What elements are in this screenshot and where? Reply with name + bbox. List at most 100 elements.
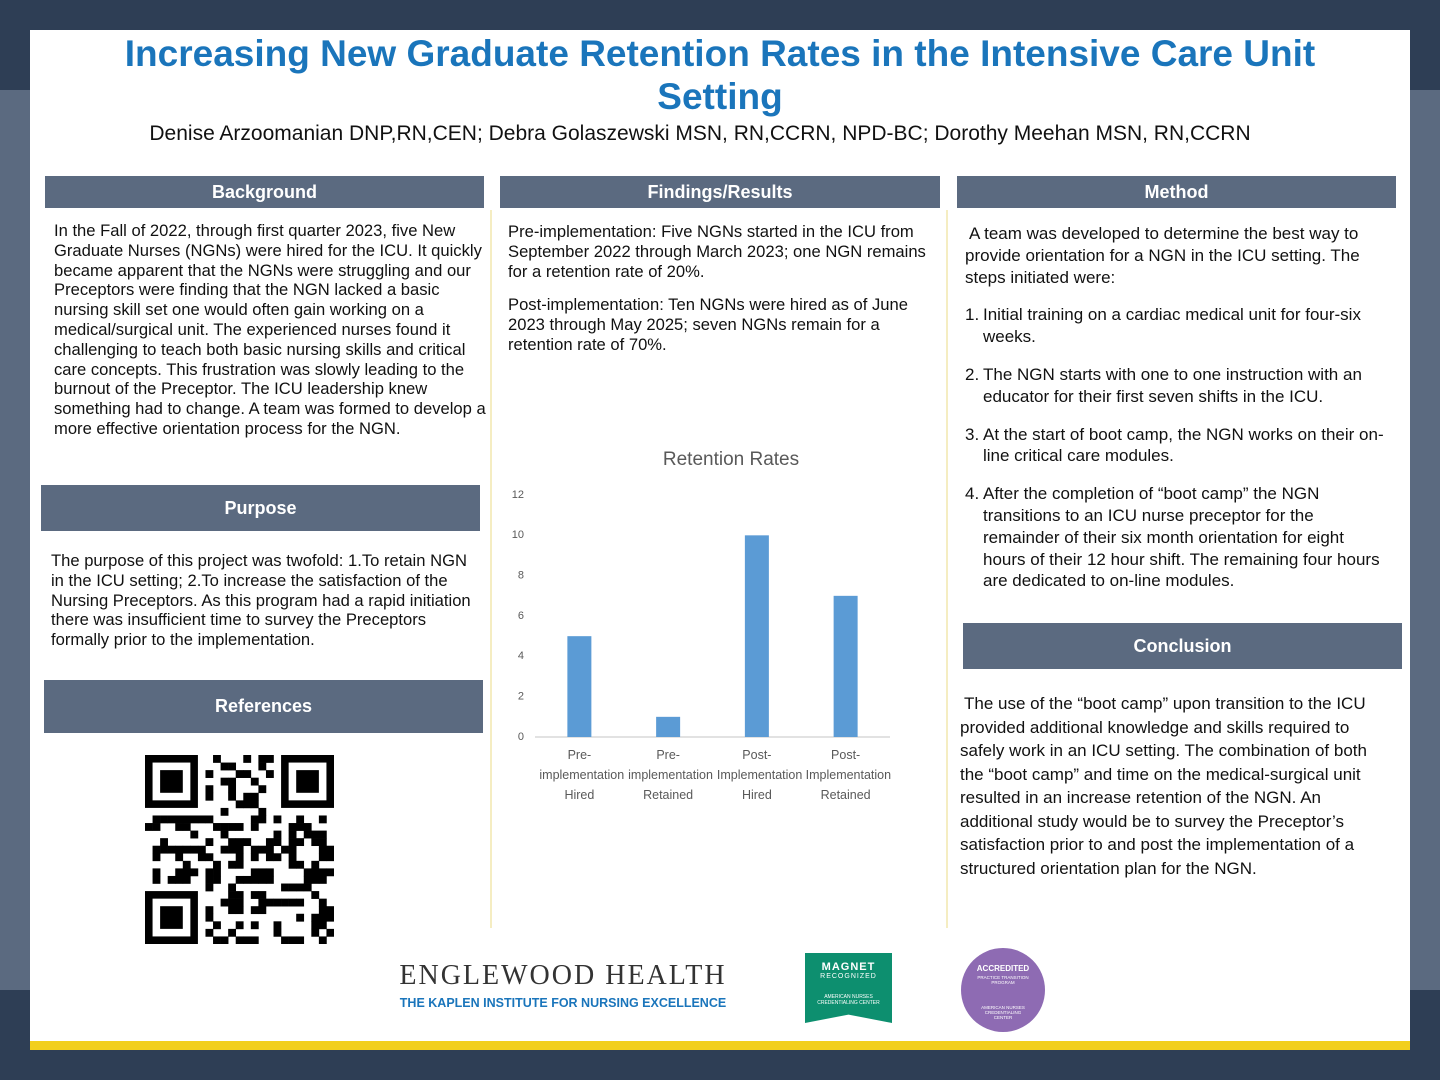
qr-module <box>318 830 327 839</box>
qr-module <box>318 936 327 944</box>
magnet-badge: MAGNET RECOGNIZED AMERICAN NURSES CREDEN… <box>805 953 892 1023</box>
qr-module <box>205 815 214 824</box>
qr-module <box>228 823 237 831</box>
qr-module <box>273 838 282 847</box>
step-number: 3. <box>965 424 980 444</box>
qr-module <box>213 755 221 763</box>
qr-module <box>311 830 320 839</box>
qr-module <box>220 830 229 839</box>
qr-module <box>220 936 229 944</box>
badge-text: PRACTICE TRANSITION PROGRAM <box>977 975 1029 985</box>
qr-module <box>318 913 327 922</box>
step-number: 4. <box>965 484 980 504</box>
qr-module <box>205 883 214 892</box>
qr-code <box>145 755 334 944</box>
qr-module <box>213 868 221 877</box>
qr-module <box>213 936 221 944</box>
method-text: A team was developed to determine the be… <box>965 223 1385 592</box>
y-tick-label: 6 <box>518 610 524 622</box>
qr-module <box>228 928 237 937</box>
qr-module <box>190 830 199 839</box>
qr-module <box>250 800 259 809</box>
qr-module <box>250 891 259 899</box>
qr-module <box>250 875 259 884</box>
qr-module <box>205 785 214 794</box>
bar <box>744 535 769 737</box>
qr-module <box>265 868 274 877</box>
qr-module <box>175 845 184 854</box>
qr-module <box>167 845 176 854</box>
qr-module <box>258 785 267 794</box>
step: 1. Initial training on a cardiac medical … <box>965 304 1385 348</box>
qr-module <box>190 868 199 877</box>
qr-module <box>235 800 244 809</box>
qr-module <box>326 845 334 854</box>
qr-module <box>228 898 237 907</box>
qr-module <box>197 845 206 854</box>
qr-module <box>273 853 282 862</box>
qr-module <box>326 928 334 937</box>
qr-module <box>273 921 282 930</box>
qr-module <box>303 875 312 884</box>
qr-module <box>228 792 237 801</box>
qr-module <box>213 823 221 831</box>
conclusion-text: The use of the “boot camp” upon transiti… <box>960 694 1367 878</box>
qr-module <box>296 823 305 831</box>
qr-module <box>258 815 267 824</box>
qr-module <box>296 898 305 907</box>
qr-module <box>205 792 214 801</box>
y-tick-label: 12 <box>512 489 524 501</box>
qr-module <box>175 823 184 831</box>
qr-module <box>145 823 153 831</box>
qr-module <box>235 898 244 907</box>
qr-module <box>160 845 168 854</box>
qr-module <box>213 921 221 930</box>
qr-module <box>175 853 184 862</box>
qr-module <box>318 868 327 877</box>
step-text: At the start of boot camp, the NGN works… <box>983 424 1384 466</box>
qr-module <box>326 868 334 877</box>
divider <box>490 210 492 928</box>
qr-module <box>265 853 274 862</box>
qr-module <box>243 770 252 778</box>
x-tick-label: Pre-implementation Hired <box>539 748 625 802</box>
qr-module <box>311 891 320 899</box>
qr-module <box>258 898 267 907</box>
section-heading: Method <box>957 176 1396 208</box>
qr-module <box>250 936 259 944</box>
qr-module <box>258 891 267 899</box>
qr-module <box>250 868 259 877</box>
qr-module <box>326 906 334 915</box>
bar <box>656 716 681 737</box>
qr-module <box>235 936 244 944</box>
qr-module <box>182 875 191 884</box>
qr-module <box>243 792 252 801</box>
purpose-text: The purpose of this project was twofold:… <box>51 551 471 650</box>
qr-module <box>311 921 320 930</box>
qr-module <box>235 891 244 899</box>
authors: Denise Arzoomanian DNP,RN,CEN; Debra Gol… <box>149 122 1251 145</box>
badge-text: MAGNET <box>821 961 876 973</box>
qr-module <box>326 913 334 922</box>
qr-module <box>288 838 297 847</box>
x-tick-label: Post-Implementation Retained <box>805 748 892 802</box>
step: 3. At the start of boot camp, the NGN wor… <box>965 424 1385 468</box>
qr-module <box>243 838 252 847</box>
qr-module <box>318 921 327 930</box>
qr-module <box>318 906 327 915</box>
bar <box>833 595 858 737</box>
qr-module <box>288 860 297 869</box>
x-tick-label: Post-Implementation Hired <box>716 748 803 802</box>
qr-module <box>220 823 229 831</box>
qr-module <box>205 853 214 862</box>
qr-module <box>152 853 161 862</box>
qr-module <box>213 875 221 884</box>
qr-module <box>160 770 183 793</box>
divider <box>946 210 948 928</box>
qr-module <box>296 838 305 847</box>
qr-module <box>235 838 244 847</box>
qr-module <box>265 875 274 884</box>
y-tick-label: 4 <box>518 650 524 662</box>
step-text: After the completion of “boot camp” the … <box>983 484 1380 591</box>
